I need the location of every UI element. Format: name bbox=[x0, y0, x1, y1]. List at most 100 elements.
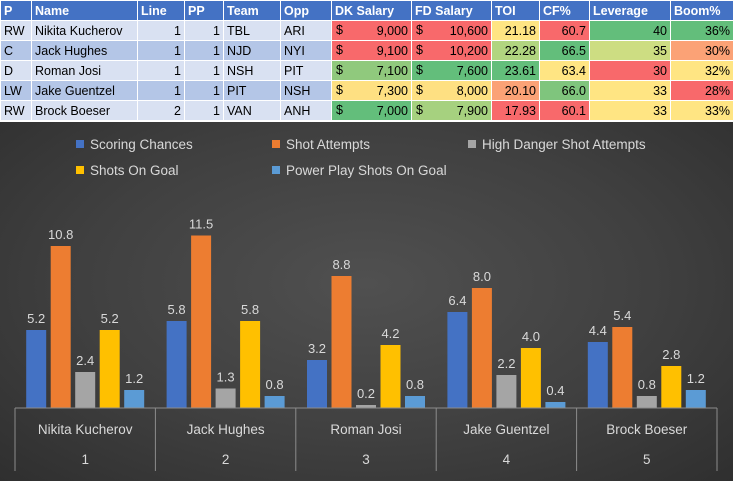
position-cell[interactable]: RW bbox=[0, 100, 32, 121]
position-cell[interactable]: D bbox=[0, 60, 32, 81]
boom-pct-cell[interactable]: 28% bbox=[670, 80, 733, 101]
opponent-cell[interactable]: NSH bbox=[280, 80, 332, 101]
position-cell[interactable]: RW bbox=[0, 20, 32, 41]
fd-salary-cell[interactable]: $7,600 bbox=[411, 60, 492, 81]
dk-salary-cell[interactable]: $9,000 bbox=[331, 20, 412, 41]
boom-pct-cell[interactable]: 36% bbox=[670, 20, 733, 41]
header-cell[interactable]: Leverage bbox=[589, 0, 671, 21]
player-name-cell[interactable]: Brock Boeser bbox=[31, 100, 138, 121]
opponent-cell[interactable]: ANH bbox=[280, 100, 332, 121]
player-name-cell[interactable]: Jake Guentzel bbox=[31, 80, 138, 101]
dk-salary-cell[interactable]: $7,000 bbox=[331, 100, 412, 121]
cf-pct-cell[interactable]: 63.4 bbox=[539, 60, 590, 81]
header-cell[interactable]: FD Salary bbox=[411, 0, 492, 21]
team-cell[interactable]: TBL bbox=[223, 20, 281, 41]
leverage-cell[interactable]: 33 bbox=[589, 80, 671, 101]
data-label: 2.2 bbox=[497, 356, 515, 371]
toi-cell[interactable]: 23.61 bbox=[491, 60, 540, 81]
cf-pct-cell[interactable]: 60.7 bbox=[539, 20, 590, 41]
toi-cell[interactable]: 22.28 bbox=[491, 40, 540, 61]
player-name-cell[interactable]: Nikita Kucherov bbox=[31, 20, 138, 41]
boom-pct-cell[interactable]: 32% bbox=[670, 60, 733, 81]
leverage-cell[interactable]: 30 bbox=[589, 60, 671, 81]
header-cell[interactable]: Opp bbox=[280, 0, 332, 21]
data-label: 0.4 bbox=[546, 383, 564, 398]
boom-pct-cell[interactable]: 30% bbox=[670, 40, 733, 61]
header-cell[interactable]: TOI bbox=[491, 0, 540, 21]
fd-salary-cell[interactable]: $10,600 bbox=[411, 20, 492, 41]
data-label: 1.2 bbox=[687, 371, 705, 386]
bar bbox=[99, 330, 120, 408]
x-group-label: 2 bbox=[222, 452, 230, 467]
bar bbox=[166, 321, 187, 408]
opponent-cell[interactable]: PIT bbox=[280, 60, 332, 81]
position-cell[interactable]: C bbox=[0, 40, 32, 61]
player-name-cell[interactable]: Jack Hughes bbox=[31, 40, 138, 61]
table-row[interactable]: LW Jake Guentzel 1 1 PIT NSH $7,300 $8,000 20.10… bbox=[0, 80, 733, 101]
opponent-cell[interactable]: NYI bbox=[280, 40, 332, 61]
toi-cell[interactable]: 20.10 bbox=[491, 80, 540, 101]
header-cell[interactable]: DK Salary bbox=[331, 0, 412, 21]
boom-pct-cell[interactable]: 33% bbox=[670, 100, 733, 121]
salary-value: 10,200 bbox=[449, 43, 488, 58]
fd-salary-cell[interactable]: $7,900 bbox=[411, 100, 492, 121]
header-cell[interactable]: Team bbox=[223, 0, 281, 21]
bar bbox=[380, 345, 401, 408]
cf-pct-cell[interactable]: 60.1 bbox=[539, 100, 590, 121]
pp-cell[interactable]: 1 bbox=[184, 20, 224, 41]
fd-salary-cell[interactable]: $10,200 bbox=[411, 40, 492, 61]
table-row[interactable]: RW Brock Boeser 2 1 VAN ANH $7,000 $7,900 17.93 6… bbox=[0, 100, 733, 121]
toi-cell[interactable]: 17.93 bbox=[491, 100, 540, 121]
pp-cell[interactable]: 1 bbox=[184, 40, 224, 61]
header-cell[interactable]: CF% bbox=[539, 0, 590, 21]
dk-salary-cell[interactable]: $7,300 bbox=[331, 80, 412, 101]
team-cell[interactable]: NSH bbox=[223, 60, 281, 81]
team-cell[interactable]: VAN bbox=[223, 100, 281, 121]
x-tick-label: Jack Hughes bbox=[187, 422, 265, 437]
dk-salary-cell[interactable]: $7,100 bbox=[331, 60, 412, 81]
x-tick-label: Jake Guentzel bbox=[463, 422, 549, 437]
leverage-cell[interactable]: 40 bbox=[589, 20, 671, 41]
data-label: 4.0 bbox=[522, 329, 540, 344]
legend-label: Scoring Chances bbox=[90, 137, 193, 152]
line-cell[interactable]: 1 bbox=[137, 60, 185, 81]
opponent-cell[interactable]: ARI bbox=[280, 20, 332, 41]
fd-salary-cell[interactable]: $8,000 bbox=[411, 80, 492, 101]
team-cell[interactable]: NJD bbox=[223, 40, 281, 61]
header-cell[interactable]: Name bbox=[31, 0, 138, 21]
header-cell[interactable]: P bbox=[0, 0, 32, 21]
header-cell[interactable]: Line bbox=[137, 0, 185, 21]
legend-label: Shot Attempts bbox=[286, 137, 370, 152]
salary-value: 7,900 bbox=[456, 103, 488, 118]
pp-cell[interactable]: 1 bbox=[184, 100, 224, 121]
x-tick-label: Nikita Kucherov bbox=[38, 422, 133, 437]
table-row[interactable]: D Roman Josi 1 1 NSH PIT $7,100 $7,600 23.61 63.4… bbox=[0, 60, 733, 81]
cf-pct-cell[interactable]: 66.0 bbox=[539, 80, 590, 101]
currency-symbol: $ bbox=[336, 83, 343, 97]
dk-salary-cell[interactable]: $9,100 bbox=[331, 40, 412, 61]
leverage-cell[interactable]: 33 bbox=[589, 100, 671, 121]
table-header-row: P Name Line PP Team Opp DK Salary FD Sal… bbox=[0, 0, 733, 21]
table-row[interactable]: C Jack Hughes 1 1 NJD NYI $9,100 $10,200 22.28 66… bbox=[0, 40, 733, 61]
position-cell[interactable]: LW bbox=[0, 80, 32, 101]
bar-chart[interactable]: Scoring Chances Shot Attempts High Danger … bbox=[0, 122, 733, 481]
pp-cell[interactable]: 1 bbox=[184, 80, 224, 101]
bar bbox=[471, 288, 492, 408]
line-cell[interactable]: 1 bbox=[137, 20, 185, 41]
table-row[interactable]: RW Nikita Kucherov 1 1 TBL ARI $9,000 $10,600 21… bbox=[0, 20, 733, 41]
toi-cell[interactable]: 21.18 bbox=[491, 20, 540, 41]
salary-value: 7,000 bbox=[376, 103, 408, 118]
data-label: 0.8 bbox=[266, 377, 284, 392]
data-label: 5.2 bbox=[27, 311, 45, 326]
line-cell[interactable]: 2 bbox=[137, 100, 185, 121]
header-cell[interactable]: PP bbox=[184, 0, 224, 21]
pp-cell[interactable]: 1 bbox=[184, 60, 224, 81]
cf-pct-cell[interactable]: 66.5 bbox=[539, 40, 590, 61]
team-cell[interactable]: PIT bbox=[223, 80, 281, 101]
leverage-cell[interactable]: 35 bbox=[589, 40, 671, 61]
player-name-cell[interactable]: Roman Josi bbox=[31, 60, 138, 81]
line-cell[interactable]: 1 bbox=[137, 80, 185, 101]
line-cell[interactable]: 1 bbox=[137, 40, 185, 61]
header-cell[interactable]: Boom% bbox=[670, 0, 733, 21]
legend-label: Shots On Goal bbox=[90, 163, 179, 178]
